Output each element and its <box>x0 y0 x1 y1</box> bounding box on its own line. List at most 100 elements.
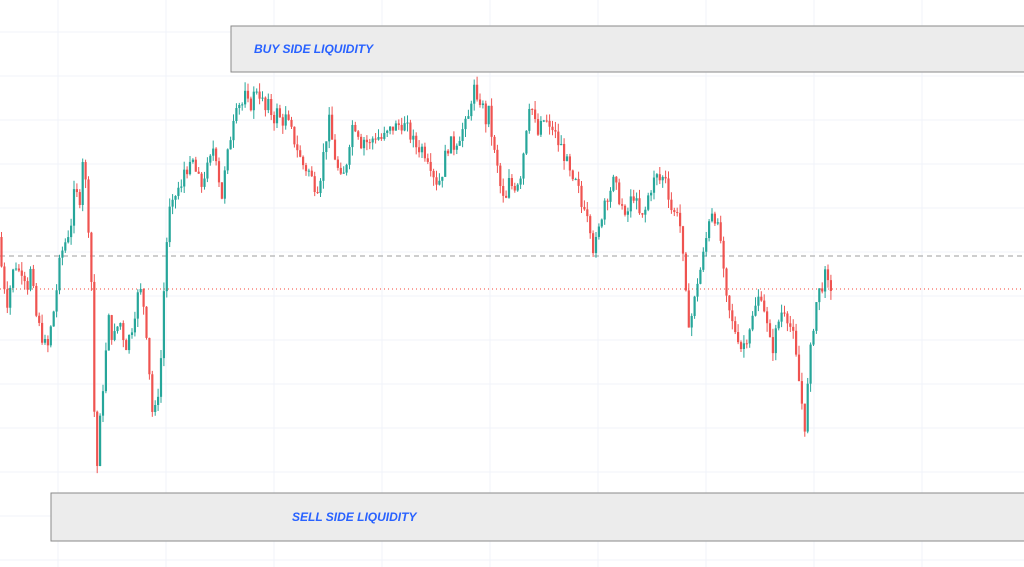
candle-up <box>113 331 116 340</box>
candle-down <box>534 109 537 120</box>
candle-up <box>61 250 64 258</box>
candle-down <box>293 126 296 145</box>
candle-up <box>708 221 711 239</box>
candle-up <box>710 213 714 222</box>
candle-up <box>525 130 528 154</box>
candle-down <box>310 170 313 177</box>
candle-down <box>354 124 357 132</box>
candle-up <box>464 118 467 130</box>
candle-up <box>101 391 105 416</box>
candle-down <box>536 119 540 135</box>
candle-up <box>52 311 55 327</box>
candle-up <box>473 84 476 104</box>
candle-down <box>397 123 400 125</box>
candle-up <box>70 225 73 238</box>
candle-down <box>41 322 44 343</box>
candle-up <box>9 287 12 308</box>
candle-up <box>212 148 215 156</box>
candle-up <box>635 198 638 201</box>
candle-down <box>316 191 319 194</box>
candle-down <box>287 114 290 120</box>
candle-down <box>737 332 740 343</box>
candle-up <box>159 358 163 397</box>
candle-up <box>177 187 180 196</box>
candle-up <box>612 176 615 191</box>
candle-up <box>386 130 389 133</box>
candle-up <box>107 315 110 351</box>
candle-up <box>516 184 519 191</box>
candle-down <box>829 280 832 291</box>
candle-down <box>623 205 627 215</box>
candle-up <box>438 180 441 185</box>
candle-up <box>815 302 818 331</box>
candle-up <box>130 332 134 336</box>
candle-up <box>235 108 238 121</box>
candle-down <box>670 199 673 211</box>
candle-up <box>58 257 61 291</box>
candle-down <box>499 165 502 187</box>
candle-down <box>374 138 377 140</box>
buy-side-liquidity-zone: BUY SIDE LIQUIDITY <box>230 25 1024 73</box>
candle-up <box>325 141 328 153</box>
candle-down <box>357 131 360 137</box>
candle-up <box>319 180 322 194</box>
candle-up <box>809 344 812 384</box>
candle-down <box>200 173 203 187</box>
candle-up <box>72 189 76 226</box>
candle-down <box>391 126 395 131</box>
candle-up <box>191 159 194 162</box>
candle-up <box>168 206 171 243</box>
candle-down <box>217 161 221 183</box>
candle-down <box>568 156 571 171</box>
candle-down <box>684 253 687 291</box>
candle-up <box>139 289 142 293</box>
candle-up <box>626 211 629 215</box>
candle-up <box>777 321 780 329</box>
candle-down <box>148 337 151 375</box>
candle-up <box>377 137 380 140</box>
candle-down <box>110 315 113 340</box>
candle-down <box>26 281 29 290</box>
candle-down <box>476 84 479 100</box>
candle-down <box>151 374 154 412</box>
candle-down <box>739 342 743 350</box>
sell-side-liquidity-label: SELL SIDE LIQUIDITY <box>292 510 417 524</box>
candle-down <box>638 198 641 214</box>
candle-up <box>371 138 374 143</box>
candle-down <box>296 144 299 151</box>
candle-up <box>650 192 653 196</box>
candle-down <box>484 103 487 125</box>
candle-down <box>290 119 293 127</box>
candle-up <box>754 305 757 316</box>
candle-down <box>32 268 35 286</box>
candle-up <box>162 291 165 359</box>
candle-down <box>122 323 125 341</box>
candle-up <box>647 195 650 210</box>
candle-up <box>104 350 107 392</box>
candle-up <box>14 268 18 270</box>
candle-down <box>606 200 609 202</box>
candle-up <box>702 251 705 270</box>
candle-down <box>432 170 435 178</box>
candle-down <box>186 169 189 175</box>
candle-up <box>133 318 136 333</box>
candle-down <box>78 192 81 205</box>
candle-down <box>557 131 560 146</box>
candle-down <box>551 126 554 131</box>
candle-up <box>241 104 244 106</box>
candle-down <box>800 381 803 404</box>
candle-up <box>696 283 699 297</box>
candle-down <box>803 403 806 432</box>
candle-down <box>513 185 516 191</box>
candle-up <box>116 326 119 332</box>
candle-up <box>818 288 821 303</box>
candle-up <box>748 329 751 344</box>
candle-down <box>580 185 583 207</box>
candle-down <box>84 162 87 180</box>
candle-up <box>594 236 598 254</box>
candle-down <box>722 240 725 269</box>
candle-down <box>194 159 197 172</box>
candle-down <box>339 167 342 174</box>
